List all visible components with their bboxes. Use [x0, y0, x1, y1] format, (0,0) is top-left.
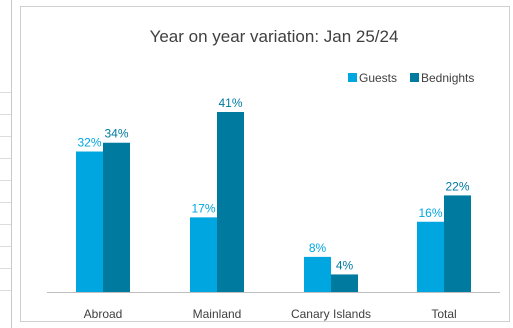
category-label: Total [431, 307, 456, 321]
value-label-bednights-canary-islands: 4% [336, 258, 354, 272]
bar-bednights-canary-islands [331, 274, 358, 292]
legend-swatch-bednights [410, 73, 419, 82]
chart-title: Year on year variation: Jan 25/24 [150, 27, 399, 46]
panel-rule [0, 158, 11, 159]
chart-area [20, 6, 510, 322]
category-label: Canary Islands [291, 307, 371, 321]
legend: Guests Bednights [348, 71, 474, 85]
value-label-guests-total: 16% [418, 206, 442, 220]
value-label-guests-canary-islands: 8% [309, 241, 327, 255]
value-labels-group: 32%34% 17% 41% 8% 4% 16%22% [77, 96, 469, 272]
value-label-guests-abroad: 32% [77, 136, 101, 150]
panel-rule [0, 114, 11, 115]
panel-rule [0, 290, 11, 291]
panel-rule [0, 202, 11, 203]
panel-rule [0, 224, 11, 225]
bar-bednights-abroad [103, 142, 130, 292]
panel-rule [0, 136, 11, 137]
bar-guests-total [417, 221, 444, 292]
panel-rule [0, 268, 11, 269]
value-label-bednights-total: 22% [445, 179, 469, 193]
value-label-bednights-mainland: 41% [218, 96, 242, 110]
category-label: Abroad [84, 307, 123, 321]
panel-rule [0, 246, 11, 247]
panel-rule [0, 180, 11, 181]
legend-swatch-guests [348, 73, 357, 82]
panel-rule [0, 92, 11, 93]
category-labels-group: Abroad Mainland Canary Islands Total [84, 307, 457, 321]
adjacent-panel-edge [0, 0, 12, 328]
bar-bednights-mainland [217, 112, 244, 292]
category-label: Mainland [193, 307, 242, 321]
bar-guests-mainland [190, 217, 217, 292]
bar-guests-abroad [76, 151, 103, 292]
bars-group [76, 112, 471, 292]
legend-label-guests: Guests [359, 71, 397, 85]
value-label-guests-mainland: 17% [191, 201, 215, 215]
bar-guests-canary-islands [304, 256, 331, 292]
legend-label-bednights: Bednights [421, 71, 474, 85]
value-label-bednights-abroad: 34% [104, 127, 128, 141]
bar-bednights-total [444, 195, 471, 292]
